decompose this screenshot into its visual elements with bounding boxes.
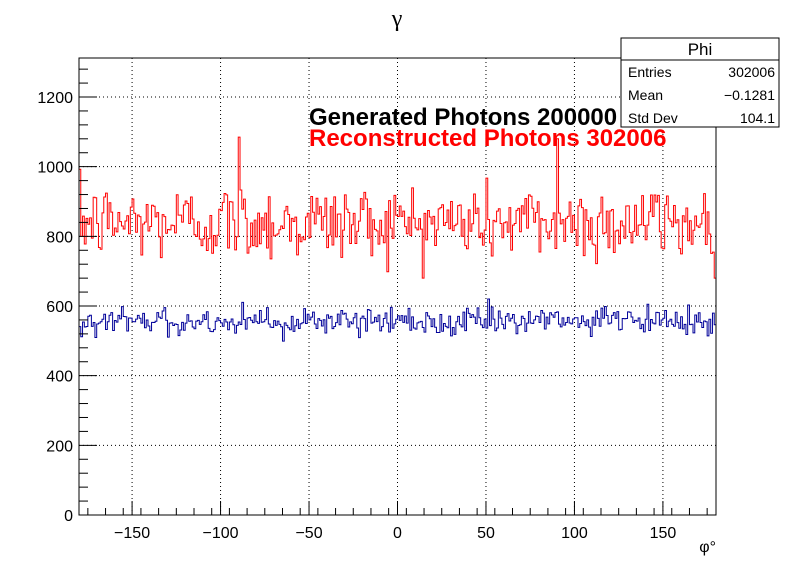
generated-photons-histogram <box>79 298 716 342</box>
y-tick-label: 400 <box>46 369 73 386</box>
y-tick-label: 1000 <box>37 160 73 177</box>
x-tick-label: −150 <box>114 525 150 542</box>
y-tick-label: 600 <box>46 299 73 316</box>
x-tick-label: 150 <box>650 525 677 542</box>
generated-photons-label: Generated Photons 200000 <box>309 104 617 131</box>
stats-mean-label: Mean <box>628 87 663 103</box>
reconstructed-photons-label: Reconstructed Photons 302006 <box>309 125 666 152</box>
stats-stddev-label: Std Dev <box>628 110 678 126</box>
stats-stddev-value: 104.1 <box>740 110 775 126</box>
y-tick-labels: 0 200 400 600 800 1000 1200 <box>37 90 73 525</box>
stats-box-title: Phi <box>688 40 713 59</box>
grid <box>79 58 716 516</box>
x-tick-label: −100 <box>203 525 239 542</box>
x-tick-labels: −150 −100 −50 0 50 100 150 <box>114 525 676 542</box>
stats-entries-value: 302006 <box>728 64 775 80</box>
x-axis-label: φ° <box>699 539 716 556</box>
x-tick-label: 50 <box>477 525 495 542</box>
chart-title: γ <box>391 6 403 32</box>
y-tick-label: 0 <box>64 508 73 525</box>
y-tick-label: 200 <box>46 438 73 455</box>
stats-box: Phi Entries 302006 Mean −0.1281 Std Dev … <box>620 37 780 128</box>
reconstructed-photons-histogram <box>79 136 716 279</box>
stats-entries-label: Entries <box>628 64 672 80</box>
x-tick-label: 100 <box>561 525 588 542</box>
axis-ticks <box>79 68 708 516</box>
y-tick-label: 1200 <box>37 90 73 107</box>
x-tick-label: −50 <box>295 525 322 542</box>
y-tick-label: 800 <box>46 229 73 246</box>
x-tick-label: 0 <box>393 525 402 542</box>
stats-mean-value: −0.1281 <box>724 87 775 103</box>
